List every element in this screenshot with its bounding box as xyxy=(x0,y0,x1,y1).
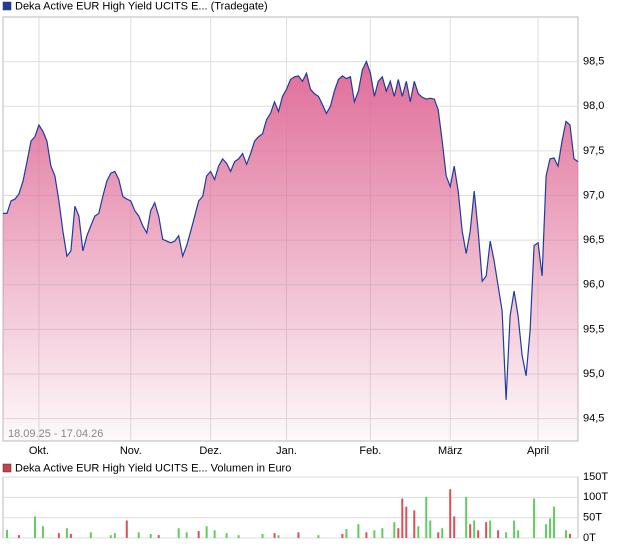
y-tick-label: 98,5 xyxy=(583,56,604,68)
volume-bar xyxy=(517,530,520,538)
volume-bar xyxy=(177,528,180,538)
y-tick-label: 50T xyxy=(583,512,602,524)
volume-bar xyxy=(113,533,116,538)
volume-bar xyxy=(125,520,128,538)
legend-swatch xyxy=(2,463,12,473)
volume-bar xyxy=(381,528,384,538)
volume-bar xyxy=(157,535,160,538)
volume-bar xyxy=(65,528,68,538)
y-tick-label: 100T xyxy=(583,491,608,503)
volume-bar xyxy=(453,516,456,538)
volume-bar xyxy=(109,535,112,538)
volume-bar xyxy=(565,530,568,538)
volume-bar xyxy=(261,533,264,538)
x-tick-label: Okt. xyxy=(29,445,49,457)
plot-frame xyxy=(2,476,579,539)
volume-bar xyxy=(277,535,280,538)
volume-bar xyxy=(401,498,404,538)
y-tick-label: 97,5 xyxy=(583,145,604,157)
y-tick-label: 98,0 xyxy=(583,100,604,112)
volume-bar xyxy=(469,524,472,538)
volume-bar xyxy=(57,533,60,538)
volume-bar xyxy=(397,528,400,538)
x-tick-label: Feb. xyxy=(359,445,381,457)
volume-bar xyxy=(365,532,368,538)
volume-bar xyxy=(405,506,408,538)
volume-bar xyxy=(441,528,444,538)
volume-bar xyxy=(297,532,300,538)
volume-bar xyxy=(465,496,468,538)
volume-bar xyxy=(357,524,360,538)
volume-bar xyxy=(553,506,556,538)
y-tick-label: 96,5 xyxy=(583,234,604,246)
volume-bar xyxy=(373,530,376,538)
y-tick-label: 95,5 xyxy=(583,323,604,335)
volume-bar xyxy=(437,532,440,538)
volume-bar xyxy=(213,530,216,538)
volume-bar xyxy=(473,520,476,538)
volume-bar xyxy=(497,530,500,538)
x-tick-label: Nov. xyxy=(120,445,142,457)
volume-bar xyxy=(137,532,140,538)
volume-bar xyxy=(205,526,208,538)
volume-bar xyxy=(185,532,188,538)
volume-bar xyxy=(513,520,516,538)
volume-bar xyxy=(273,533,276,538)
date-range: 18.09.25 - 17.04.26 xyxy=(8,428,103,440)
volume-bar xyxy=(33,516,36,538)
volume-bar xyxy=(341,533,344,538)
x-tick-label: Jan. xyxy=(276,445,297,457)
volume-bar xyxy=(149,533,152,538)
volume-bar xyxy=(505,532,508,538)
y-tick-label: 0T xyxy=(583,532,596,544)
volume-bar xyxy=(429,520,432,538)
volume-bar xyxy=(485,522,488,538)
volume-bar xyxy=(413,510,416,538)
x-tick-label: Dez. xyxy=(199,445,222,457)
volume-bar xyxy=(545,524,548,538)
chart-title: Deka Active EUR High Yield UCITS E... Vo… xyxy=(15,462,291,474)
x-tick-label: April xyxy=(527,445,549,457)
volume-bar xyxy=(5,529,8,538)
volume-bar xyxy=(549,518,552,538)
volume-bar xyxy=(489,520,492,538)
volume-bar xyxy=(449,489,452,538)
volume-bar xyxy=(197,531,200,538)
volume-bar xyxy=(41,526,44,538)
volume-bar xyxy=(533,498,536,538)
y-tick-label: 150T xyxy=(583,471,608,483)
area xyxy=(3,61,578,441)
volume-bar xyxy=(237,535,240,538)
volume-bar xyxy=(345,529,348,538)
volume-bar xyxy=(417,526,420,538)
legend-swatch xyxy=(2,1,12,11)
line xyxy=(3,60,579,400)
y-tick-label: 96,0 xyxy=(583,279,604,291)
x-tick-label: März xyxy=(438,445,462,457)
volume-bar xyxy=(225,533,228,538)
y-tick-label: 94,5 xyxy=(583,413,604,425)
volume-bar xyxy=(569,533,572,538)
y-tick-label: 95,0 xyxy=(583,368,604,380)
volume-bar xyxy=(477,530,480,538)
volume-bar xyxy=(393,522,396,538)
volume-bar xyxy=(425,496,428,538)
chart-title: Deka Active EUR High Yield UCITS E... (T… xyxy=(15,0,268,12)
volume-bar xyxy=(89,532,92,538)
y-tick-label: 97,0 xyxy=(583,189,604,201)
volume-bar xyxy=(17,535,20,538)
volume-bar xyxy=(317,535,320,538)
volume-bar xyxy=(69,533,72,538)
